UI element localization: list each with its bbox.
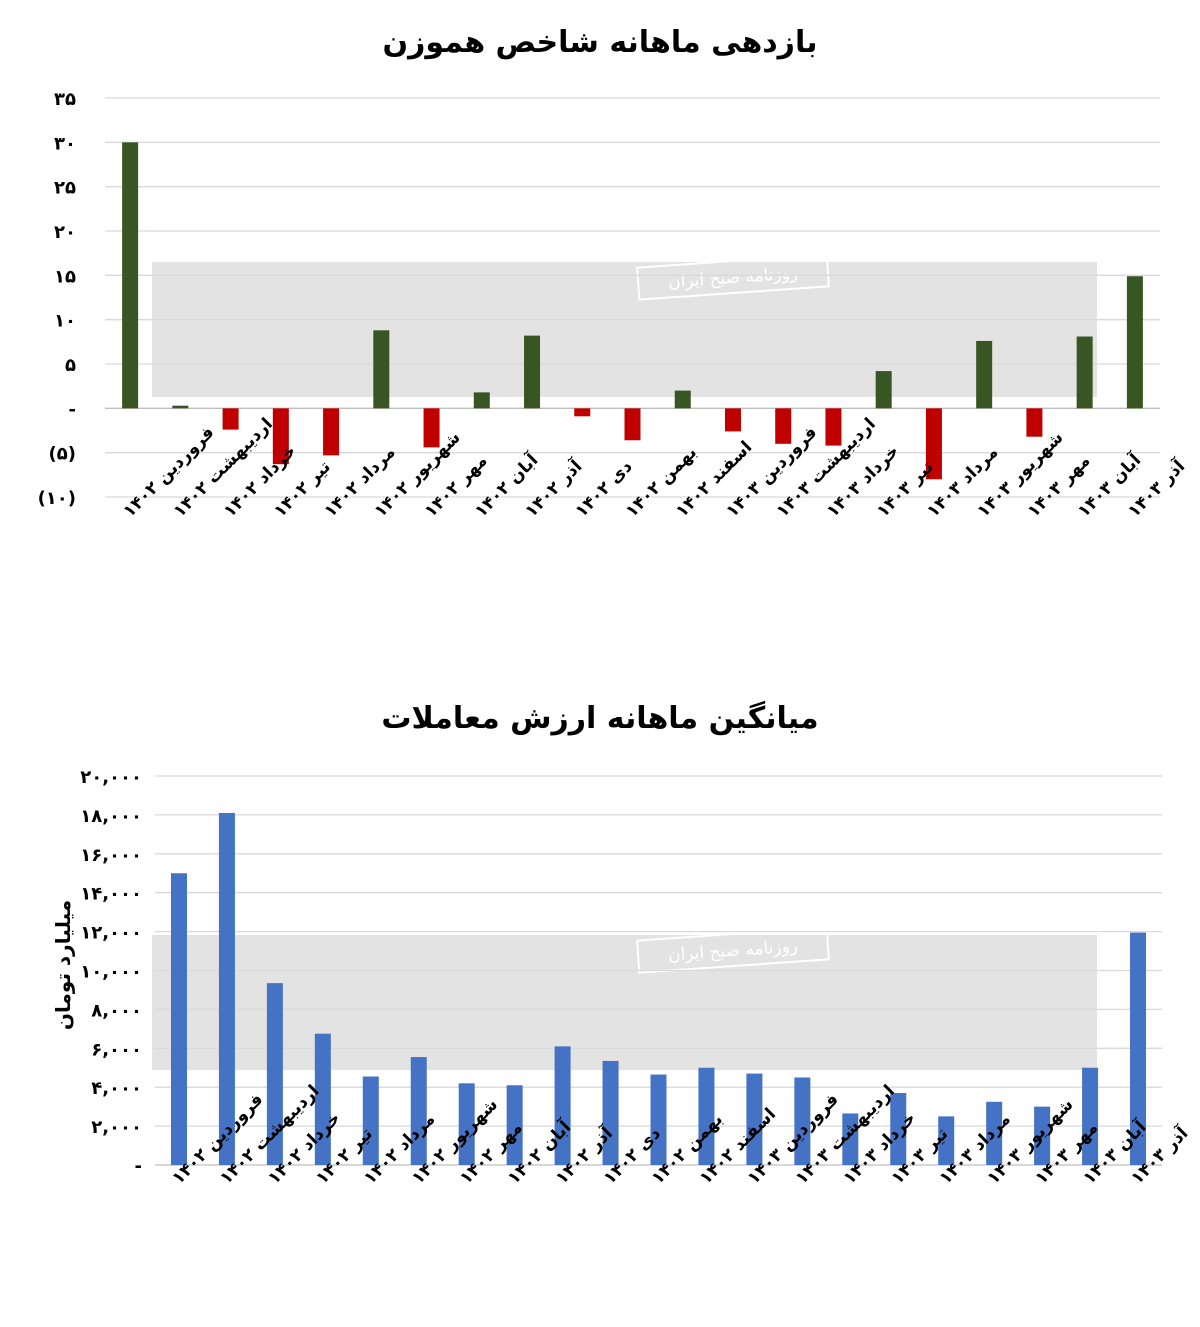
bar <box>172 405 189 409</box>
y-tick-label: ۱۰,۰۰۰ <box>80 962 142 983</box>
y-tick-label: (۱۰) <box>38 488 76 509</box>
bar <box>1126 276 1143 409</box>
y-tick-label: ۱۲,۰۰۰ <box>80 923 142 944</box>
x-tick-label: شهریور ۱۴۰۳ <box>974 428 1068 522</box>
bar <box>574 408 591 417</box>
y-tick-label: ۲۰ <box>54 222 76 243</box>
bar <box>976 340 993 409</box>
y-tick-label: ۲,۰۰۰ <box>91 1117 142 1138</box>
x-tick-label: شهریور ۱۴۰۲ <box>371 428 465 522</box>
y-tick-label: ۲۵ <box>54 178 76 199</box>
bar <box>506 1085 523 1165</box>
y-tick-label: - <box>135 1156 142 1177</box>
bar <box>272 408 289 465</box>
bar <box>746 1073 763 1165</box>
bar <box>554 1046 571 1165</box>
bar <box>323 408 340 456</box>
bar <box>423 408 440 448</box>
watermark: روزنامه صبح ایران <box>152 926 1097 1070</box>
x-tick-label: فروردین ۱۴۰۳ <box>722 423 821 522</box>
bar <box>1076 336 1093 409</box>
bar <box>724 408 741 432</box>
bar <box>314 1033 331 1165</box>
y-tick-label: ۱۰ <box>54 311 76 332</box>
y-tick-label: ۳۰ <box>54 133 76 154</box>
bar <box>473 392 490 409</box>
bar <box>1034 1106 1051 1165</box>
bar <box>410 1057 427 1165</box>
bar <box>266 983 283 1165</box>
bar <box>775 408 792 444</box>
y-tick-label: ۶,۰۰۰ <box>91 1039 142 1060</box>
bar <box>842 1113 859 1165</box>
bar <box>524 335 541 409</box>
bar <box>218 812 235 1165</box>
bar <box>373 330 390 409</box>
bar <box>122 142 139 409</box>
x-tick-label: فروردین ۱۴۰۲ <box>120 423 219 522</box>
bar <box>650 1074 667 1165</box>
bar <box>698 1067 715 1165</box>
bar <box>1082 1067 1099 1165</box>
y-axis-label: میلیارد تومان <box>51 900 75 1030</box>
index-return-chart: بازدهی ماهانه شاخص هموزن روزنامه صبح ایر… <box>38 25 1190 522</box>
y-tick-label: (۵) <box>49 444 76 465</box>
bar <box>938 1116 955 1165</box>
bar <box>875 371 892 409</box>
y-tick-label: ۵ <box>65 355 76 376</box>
watermark-band <box>152 262 1097 397</box>
y-tick-label: ۱۴,۰۰۰ <box>80 884 142 905</box>
trading-value-chart: میانگین ماهانه ارزش معاملات روزنامه صبح … <box>51 700 1193 1189</box>
watermark: روزنامه صبح ایران <box>152 253 1097 397</box>
bar <box>362 1076 379 1165</box>
bar <box>222 408 239 430</box>
chart-title: بازدهی ماهانه شاخص هموزن <box>383 25 818 60</box>
y-tick-label: ۸,۰۰۰ <box>91 1000 142 1021</box>
bar <box>458 1083 475 1165</box>
y-tick-label: - <box>69 399 76 420</box>
bar <box>986 1101 1003 1165</box>
bar <box>1026 408 1043 437</box>
bar <box>1130 932 1147 1165</box>
y-tick-label: ۱۸,۰۰۰ <box>80 806 142 827</box>
bar <box>825 408 842 446</box>
bar <box>674 390 691 409</box>
bar <box>602 1060 619 1165</box>
y-tick-label: ۱۵ <box>54 266 76 287</box>
watermark-band <box>152 935 1097 1070</box>
y-tick-label: ۳۵ <box>54 89 76 110</box>
y-tick-label: ۲۰,۰۰۰ <box>80 767 142 788</box>
bar <box>624 408 641 441</box>
bar <box>925 408 942 480</box>
bar <box>170 873 187 1165</box>
chart-title: میانگین ماهانه ارزش معاملات <box>381 700 818 736</box>
y-tick-label: ۱۶,۰۰۰ <box>80 845 142 866</box>
bar <box>890 1093 907 1165</box>
y-tick-label: ۴,۰۰۰ <box>91 1078 142 1099</box>
bar <box>794 1077 811 1165</box>
